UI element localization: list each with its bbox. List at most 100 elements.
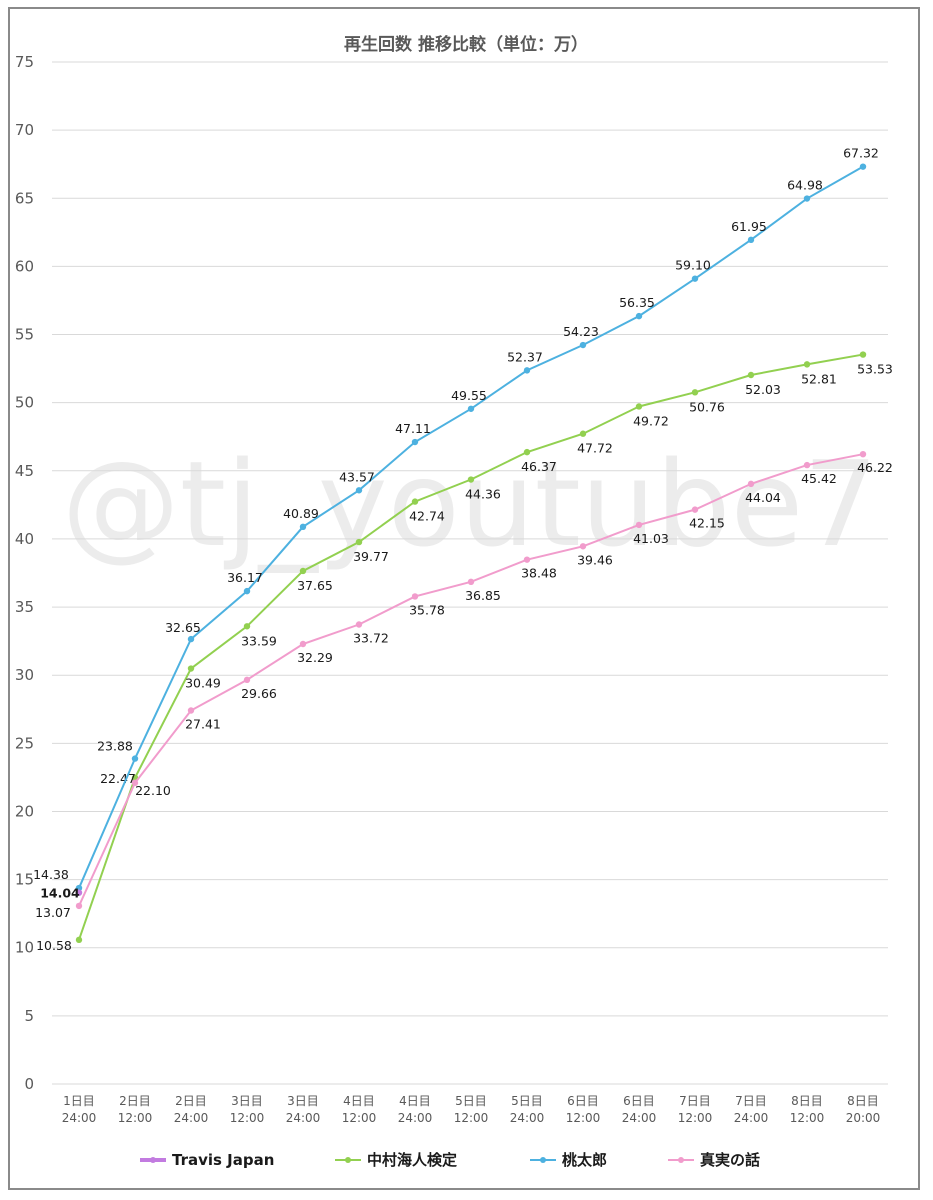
y-axis-ticks: 0 5 10 15 20 25 30 35 40 45 50 55 60 65 70 75 — [15, 53, 34, 1093]
legend-item: 中村海人検定 — [335, 1151, 457, 1169]
data-point — [635, 403, 643, 410]
data-point — [635, 521, 643, 529]
data-point — [299, 567, 307, 575]
y-tick-label: 40 — [15, 530, 34, 548]
data-label: 14.04 — [40, 886, 80, 901]
y-tick-label: 50 — [15, 394, 34, 412]
y-tick-label: 20 — [15, 802, 34, 820]
data-label: 49.55 — [451, 388, 487, 403]
data-point — [747, 236, 755, 244]
data-label: 46.37 — [521, 459, 557, 474]
chart-title: 再生回数 推移比較（単位：万） — [344, 34, 588, 55]
data-label: 47.72 — [577, 441, 613, 456]
watermark: @tj_youtube7 — [62, 435, 879, 573]
x-tick-label: 12:00 — [678, 1111, 713, 1125]
x-tick-label: 5日目 — [511, 1094, 543, 1108]
data-label: 52.03 — [745, 382, 781, 397]
x-tick-label: 6日目 — [567, 1094, 599, 1108]
data-label: 43.57 — [339, 469, 375, 484]
y-tick-label: 25 — [15, 734, 34, 752]
data-point — [467, 578, 475, 586]
data-label: 10.58 — [36, 938, 72, 953]
y-tick-label: 0 — [24, 1075, 34, 1093]
legend-item: 桃太郎 — [530, 1151, 607, 1169]
series-中村海人検定: 10.58 22.47 30.49 33.59 37.65 39.77 42.74 44.36… — [36, 351, 893, 953]
data-point — [579, 341, 587, 349]
y-tick-label: 70 — [15, 121, 34, 139]
x-tick-label: 8日目 — [791, 1094, 823, 1108]
data-point — [411, 498, 419, 505]
data-point — [467, 476, 475, 483]
data-label: 49.72 — [633, 413, 669, 428]
y-tick-label: 60 — [15, 257, 34, 275]
data-label: 37.65 — [297, 578, 333, 593]
x-tick-label: 1日目 — [63, 1094, 95, 1108]
data-label: 40.89 — [283, 506, 319, 521]
x-axis-ticks: 1日目 24:00 2日目 12:00 2日目 24:00 3日目 12:00 3日目 24:00… — [62, 1094, 881, 1125]
data-point — [747, 480, 755, 488]
y-tick-label: 35 — [15, 598, 34, 616]
data-label: 52.37 — [507, 349, 543, 364]
data-label: 53.53 — [857, 362, 893, 377]
y-tick-label: 15 — [15, 871, 34, 889]
data-label: 39.77 — [353, 549, 389, 564]
legend-label: 桃太郎 — [562, 1151, 607, 1169]
data-point — [243, 676, 251, 684]
series-真実の話: 13.07 22.10 27.41 29.66 32.29 33.72 35.78 36.85… — [35, 450, 893, 920]
data-point — [411, 593, 419, 600]
x-tick-label: 24:00 — [734, 1111, 769, 1125]
data-point — [635, 312, 643, 320]
x-tick-label: 2日目 — [175, 1094, 207, 1108]
data-label: 30.49 — [185, 676, 221, 691]
x-tick-label: 12:00 — [342, 1111, 377, 1125]
data-point — [75, 902, 83, 910]
data-point — [859, 351, 867, 358]
data-point — [187, 635, 195, 643]
data-label: 29.66 — [241, 686, 277, 701]
legend-label: Travis Japan — [172, 1151, 274, 1169]
x-tick-label: 7日目 — [679, 1094, 711, 1108]
data-point — [467, 405, 475, 412]
data-point — [523, 367, 531, 374]
data-label: 22.10 — [135, 783, 171, 798]
data-label: 45.42 — [801, 471, 837, 486]
x-tick-label: 4日目 — [343, 1094, 375, 1108]
x-tick-label: 24:00 — [510, 1111, 545, 1125]
data-point — [299, 640, 307, 648]
x-tick-label: 24:00 — [174, 1111, 209, 1125]
x-tick-label: 6日目 — [623, 1094, 655, 1108]
series-group: 10.58 22.47 30.49 33.59 37.65 39.77 42.74 44.36… — [33, 146, 893, 953]
legend: Travis Japan 中村海人検定 桃太郎 真実の話 — [140, 1151, 760, 1169]
data-label: 32.29 — [297, 650, 333, 665]
data-label: 27.41 — [185, 716, 221, 731]
data-label: 54.23 — [563, 324, 599, 339]
data-label: 23.88 — [97, 739, 133, 754]
series-桃太郎: 14.38 23.88 32.65 36.17 40.89 43.57 47.11 49.55… — [33, 146, 879, 892]
data-point — [579, 543, 587, 550]
legend-label: 中村海人検定 — [367, 1151, 457, 1169]
y-tick-label: 65 — [15, 189, 34, 207]
gridlines — [52, 61, 888, 1085]
legend-label: 真実の話 — [700, 1151, 760, 1169]
chart-frame — [8, 7, 920, 1190]
data-label: 50.76 — [689, 399, 725, 414]
data-label: 44.36 — [465, 487, 501, 502]
data-point — [579, 430, 587, 437]
x-tick-label: 8日目 — [847, 1094, 879, 1108]
y-tick-label: 75 — [15, 53, 34, 71]
legend-item: 真実の話 — [668, 1151, 760, 1169]
x-tick-label: 12:00 — [566, 1111, 601, 1125]
x-tick-label: 2日目 — [119, 1094, 151, 1108]
x-tick-label: 24:00 — [286, 1111, 321, 1125]
data-point — [131, 779, 139, 787]
legend-marker — [150, 1157, 156, 1163]
data-point — [523, 556, 531, 563]
data-point — [75, 884, 83, 892]
data-label: 61.95 — [731, 219, 767, 234]
data-label: 64.98 — [787, 178, 823, 193]
x-tick-label: 3日目 — [231, 1094, 263, 1108]
x-tick-label: 12:00 — [454, 1111, 489, 1125]
data-label: 35.78 — [409, 602, 445, 617]
data-point — [691, 275, 699, 282]
data-point — [859, 163, 867, 170]
